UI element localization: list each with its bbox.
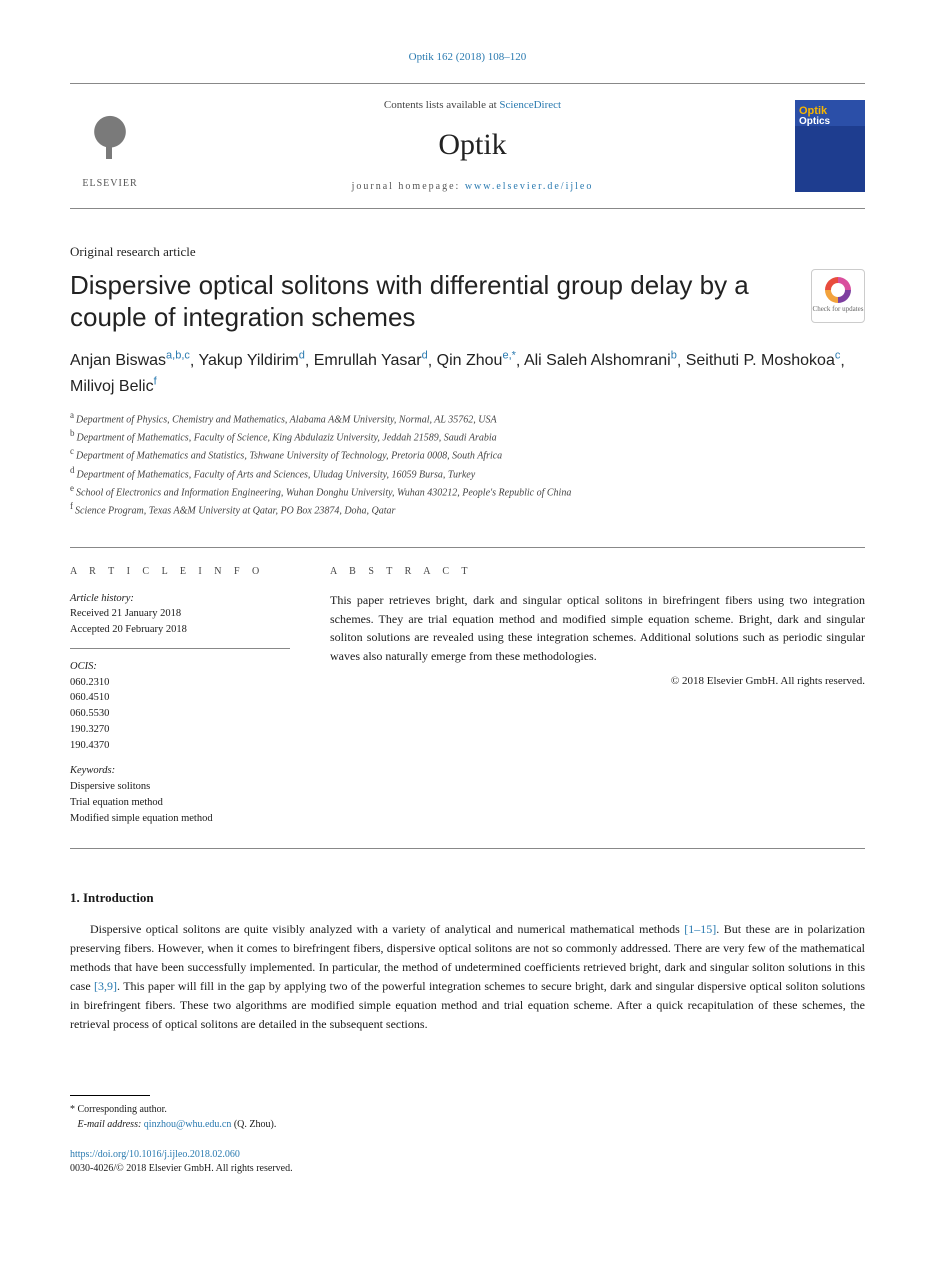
- header-center: Contents lists available at ScienceDirec…: [168, 98, 777, 193]
- aff-text: Department of Mathematics and Statistics…: [76, 451, 502, 462]
- info-label: A R T I C L E I N F O: [70, 564, 290, 579]
- author-sup: f: [154, 375, 157, 387]
- author-name: Emrullah Yasar: [314, 352, 422, 369]
- affiliation: cDepartment of Mathematics and Statistic…: [70, 445, 865, 463]
- aff-key: b: [70, 428, 75, 438]
- keywords-label: Keywords:: [70, 763, 290, 779]
- author-name: Seithuti P. Moshokoa: [686, 352, 835, 369]
- keyword: Dispersive solitons: [70, 779, 290, 795]
- intro-heading: 1. Introduction: [70, 889, 865, 907]
- contents-line: Contents lists available at ScienceDirec…: [168, 98, 777, 113]
- journal-cover-thumb[interactable]: [795, 100, 865, 192]
- article-info: A R T I C L E I N F O Article history: R…: [70, 564, 290, 827]
- footnote-separator: [70, 1095, 150, 1096]
- intro-text: Dispersive optical solitons are quite vi…: [90, 922, 684, 936]
- author[interactable]: Seithuti P. Moshokoac: [686, 352, 841, 369]
- check-updates-label: Check for updates: [813, 305, 864, 315]
- homepage-prefix: journal homepage:: [352, 181, 465, 192]
- citation-line: Optik 162 (2018) 108–120: [70, 50, 865, 65]
- email-suffix: (Q. Zhou).: [231, 1119, 276, 1130]
- abstract-label: A B S T R A C T: [330, 564, 865, 580]
- keyword: Modified simple equation method: [70, 811, 290, 827]
- affiliation: fScience Program, Texas A&M University a…: [70, 500, 865, 518]
- email-link[interactable]: qinzhou@whu.edu.cn: [144, 1119, 232, 1130]
- aff-key: d: [70, 465, 75, 475]
- ocis-code: 060.4510: [70, 690, 290, 706]
- intro-text: . This paper will fill in the gap by app…: [70, 979, 865, 1031]
- author[interactable]: Milivoj Belicf: [70, 378, 157, 395]
- author-sup: d: [422, 350, 428, 362]
- authors-line: Anjan Biswasa,b,c, Yakup Yildirimd, Emru…: [70, 348, 865, 399]
- citation-link[interactable]: Optik 162 (2018) 108–120: [409, 51, 527, 63]
- author-name: Milivoj Belic: [70, 378, 154, 395]
- aff-key: e: [70, 483, 74, 493]
- intro-paragraph: Dispersive optical solitons are quite vi…: [70, 920, 865, 1035]
- ocis-code: 190.3270: [70, 722, 290, 738]
- author[interactable]: Qin Zhoue,*: [437, 352, 516, 369]
- keyword: Trial equation method: [70, 795, 290, 811]
- author[interactable]: Anjan Biswasa,b,c: [70, 352, 190, 369]
- history-label: Article history:: [70, 591, 290, 607]
- elsevier-label: ELSEVIER: [82, 177, 137, 191]
- citation-ref[interactable]: [3,9]: [94, 979, 117, 993]
- elsevier-logo[interactable]: ELSEVIER: [70, 101, 150, 191]
- ocis-code: 060.5530: [70, 706, 290, 722]
- received-date: Received 21 January 2018: [70, 606, 290, 622]
- check-updates-badge[interactable]: Check for updates: [811, 269, 865, 323]
- article-title: Dispersive optical solitons with differe…: [70, 269, 797, 334]
- article-type: Original research article: [70, 243, 865, 261]
- issn-copyright: 0030-4026/© 2018 Elsevier GmbH. All righ…: [70, 1162, 865, 1176]
- elsevier-tree-icon: [80, 109, 140, 174]
- author-name: Ali Saleh Alshomrani: [524, 352, 671, 369]
- aff-text: Department of Mathematics, Faculty of Sc…: [77, 432, 497, 443]
- aff-text: Department of Physics, Chemistry and Mat…: [76, 414, 497, 425]
- abstract: A B S T R A C T This paper retrieves bri…: [330, 564, 865, 827]
- homepage-link[interactable]: www.elsevier.de/ijleo: [465, 181, 594, 192]
- author-name: Anjan Biswas: [70, 352, 166, 369]
- journal-name: Optik: [168, 124, 777, 166]
- author-sup: c: [835, 350, 841, 362]
- author-sup: a,b,c: [166, 350, 190, 362]
- journal-header: ELSEVIER Contents lists available at Sci…: [70, 83, 865, 208]
- affiliation: dDepartment of Mathematics, Faculty of A…: [70, 464, 865, 482]
- aff-text: Department of Mathematics, Faculty of Ar…: [77, 469, 476, 480]
- contents-prefix: Contents lists available at: [384, 99, 499, 111]
- author-sup: e,*: [502, 350, 515, 362]
- affiliation: bDepartment of Mathematics, Faculty of S…: [70, 427, 865, 445]
- aff-key: f: [70, 501, 73, 511]
- abstract-copyright: © 2018 Elsevier GmbH. All rights reserve…: [330, 673, 865, 690]
- corresponding-author: * Corresponding author.: [70, 1102, 865, 1117]
- ocis-code: 060.2310: [70, 675, 290, 691]
- author[interactable]: Ali Saleh Alshomranib: [524, 352, 677, 369]
- author[interactable]: Emrullah Yasard: [314, 352, 428, 369]
- aff-key: c: [70, 446, 74, 456]
- ocis-code: 190.4370: [70, 738, 290, 754]
- affiliations: aDepartment of Physics, Chemistry and Ma…: [70, 409, 865, 519]
- doi-block: https://doi.org/10.1016/j.ijleo.2018.02.…: [70, 1148, 865, 1176]
- author-sup: b: [671, 350, 677, 362]
- email-line: E-mail address: qinzhou@whu.edu.cn (Q. Z…: [70, 1117, 865, 1132]
- accepted-date: Accepted 20 February 2018: [70, 622, 290, 638]
- author-name: Qin Zhou: [437, 352, 503, 369]
- author[interactable]: Yakup Yildirimd: [199, 352, 305, 369]
- ocis-label: OCIS:: [70, 659, 290, 675]
- crossmark-icon: [825, 277, 851, 303]
- affiliation: eSchool of Electronics and Information E…: [70, 482, 865, 500]
- homepage-line: journal homepage: www.elsevier.de/ijleo: [168, 180, 777, 194]
- citation-ref[interactable]: [1–15]: [684, 922, 716, 936]
- aff-key: a: [70, 410, 74, 420]
- sciencedirect-link[interactable]: ScienceDirect: [499, 99, 561, 111]
- author-sup: d: [299, 350, 305, 362]
- email-label: E-mail address:: [78, 1119, 144, 1130]
- aff-text: School of Electronics and Information En…: [76, 487, 571, 498]
- abstract-text: This paper retrieves bright, dark and si…: [330, 591, 865, 665]
- aff-text: Science Program, Texas A&M University at…: [75, 506, 395, 517]
- doi-link[interactable]: https://doi.org/10.1016/j.ijleo.2018.02.…: [70, 1148, 865, 1162]
- author-name: Yakup Yildirim: [199, 352, 299, 369]
- affiliation: aDepartment of Physics, Chemistry and Ma…: [70, 409, 865, 427]
